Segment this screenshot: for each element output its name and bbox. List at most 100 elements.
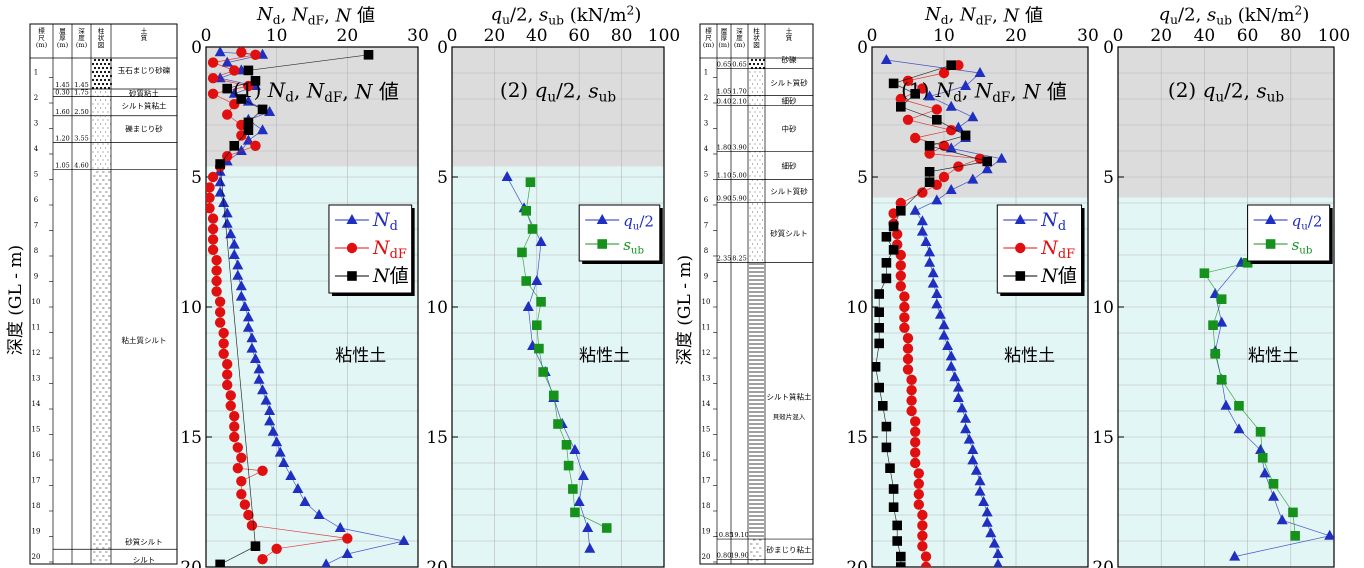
data-point-3 <box>878 401 888 411</box>
y-tick-label: 20 <box>846 558 868 568</box>
lithology-sand <box>752 163 753 165</box>
legend-label-1: Nd <box>372 209 398 234</box>
log-depth-label: 20 <box>32 553 41 561</box>
lithology-sand <box>110 123 111 125</box>
data-point-3 <box>215 559 225 567</box>
data-point-3 <box>250 76 261 86</box>
lithology-sand <box>754 191 756 193</box>
lithology-gravel <box>97 74 101 78</box>
x-tick-label: 80 <box>611 26 633 46</box>
lithology-sand <box>749 199 751 201</box>
data-point-2 <box>207 73 219 84</box>
legend-marker-2 <box>346 242 358 254</box>
data-point-3 <box>896 206 906 216</box>
data-point-1 <box>945 142 957 153</box>
panel-label-part: s <box>1256 78 1266 102</box>
data-point-2 <box>246 520 258 531</box>
upper-fill-zone <box>1118 47 1334 198</box>
data-point-2 <box>1242 258 1253 268</box>
lithology-sand <box>105 163 106 165</box>
x-axis-title-part: dF <box>976 14 992 28</box>
log-header-char: 深 <box>736 26 743 35</box>
lithology-sand <box>757 203 758 205</box>
log-bottom-depth: 8.25 <box>732 254 746 262</box>
log-header-3: 柱状図 <box>753 26 760 49</box>
data-point-1 <box>916 215 928 226</box>
y-tick-label: 0 <box>1103 38 1114 58</box>
legend-marker-1 <box>1014 214 1026 224</box>
data-point-1 <box>214 176 226 187</box>
log-depth-label: 7 <box>34 222 38 230</box>
lithology-gravel <box>101 58 105 62</box>
lithology-gravel <box>101 66 105 70</box>
lithology-sand <box>105 115 106 117</box>
data-point-2 <box>548 390 559 401</box>
log-depth-label: 7 <box>704 222 708 230</box>
lithology-sand <box>762 251 763 253</box>
data-point-3 <box>946 60 956 70</box>
lithology-sand <box>759 95 761 97</box>
lithology-sand <box>95 131 96 133</box>
lithology-sand <box>752 75 753 77</box>
log-header-0: 標尺(m) <box>703 26 715 49</box>
lithology-sand <box>757 243 758 245</box>
log-header-0: 標尺(m) <box>36 26 48 49</box>
data-point-2 <box>214 296 226 307</box>
data-point-3 <box>874 323 884 333</box>
lithology-sand <box>749 175 751 177</box>
data-point-1 <box>232 269 244 280</box>
data-point-1 <box>988 537 1000 548</box>
data-point-2 <box>563 460 574 471</box>
data-point-2 <box>211 265 222 276</box>
lithology-sand <box>762 187 763 189</box>
lithology-sand <box>759 247 761 249</box>
y-tick-label: 15 <box>426 428 448 448</box>
log-depth-label: 9 <box>704 273 708 281</box>
lithology-sand <box>97 135 99 137</box>
x-axis-title-part: /2, <box>1178 4 1207 25</box>
log-depth-label: 11 <box>32 324 41 332</box>
log-header-char: 土 <box>141 26 148 35</box>
lithology-sand <box>107 119 109 121</box>
lithology-sand <box>754 215 756 217</box>
data-point-2 <box>517 247 527 258</box>
x-tick-label: 10 <box>266 26 288 46</box>
data-point-1 <box>924 256 936 267</box>
data-point-2 <box>931 104 942 115</box>
data-point-2 <box>938 67 950 79</box>
data-point-1 <box>214 47 226 57</box>
x-axis-title-part: N <box>256 4 274 25</box>
lithology-sand <box>97 151 99 153</box>
lithology-sand <box>95 123 96 125</box>
lithology-sand <box>757 259 758 261</box>
data-point-2 <box>207 88 219 100</box>
lithology-sand <box>754 231 756 233</box>
lithology-sand <box>110 131 111 133</box>
lithology-gravel <box>95 70 99 74</box>
log-depth-label: 1 <box>34 69 38 77</box>
data-point-2 <box>222 369 233 380</box>
data-point-2 <box>1257 453 1268 463</box>
data-point-2 <box>917 520 928 531</box>
data-point-2 <box>527 224 538 234</box>
lithology-sand <box>754 255 756 257</box>
lithology-sand <box>759 127 761 129</box>
x-tick-label: 0 <box>867 26 878 46</box>
lithology-sand <box>92 127 94 129</box>
data-point-2 <box>910 426 921 437</box>
data-point-2 <box>1290 531 1300 541</box>
lithology-sand <box>105 91 106 93</box>
log-thickness: 0.30 <box>55 89 69 97</box>
lithology-sand <box>754 207 756 209</box>
lithology-gravel <box>91 78 95 82</box>
lithology-gravel <box>103 78 107 82</box>
depth-axis-title: 深度 (GL - m) <box>6 245 26 355</box>
data-point-2 <box>250 140 261 151</box>
lithology-sand <box>757 187 758 189</box>
lithology-gravel <box>103 86 107 90</box>
lithology-sand <box>107 111 109 113</box>
lithology-sand <box>759 111 761 113</box>
data-point-1 <box>938 319 950 330</box>
data-point-1 <box>967 444 979 454</box>
